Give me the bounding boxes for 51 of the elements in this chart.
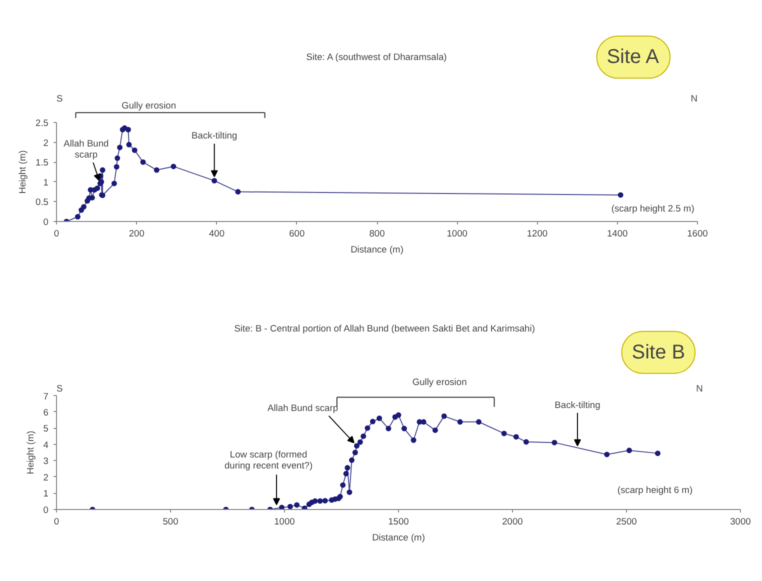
text: N: [696, 383, 703, 394]
x-tick-label: 0: [54, 228, 60, 238]
y-tick-label: 0: [43, 217, 49, 227]
x-axis-title: Distance (m): [350, 244, 404, 254]
y-tick-label: 7: [43, 392, 49, 402]
text: S: [56, 383, 63, 394]
annotation: Back-tilting: [554, 400, 600, 410]
text: S: [56, 93, 63, 104]
y-tick-label: 0.5: [36, 197, 48, 208]
annotation: Allah Bund scarp: [268, 402, 338, 413]
x-tick-label: 1000: [274, 516, 295, 526]
x-tick-label: 600: [289, 228, 305, 238]
x-tick-label: 3000: [730, 516, 751, 526]
x-tick-label: 1400: [607, 228, 628, 238]
y-tick-label: 2: [43, 472, 49, 482]
y-tick-label: 0: [43, 505, 49, 515]
chart-title: Site: A (southwest of Dharamsala): [306, 52, 447, 62]
x-tick-label: 0: [54, 516, 60, 526]
y-tick-label: 2.5: [36, 118, 48, 128]
x-tick-label: 200: [128, 228, 144, 238]
y-axis-title: Height (m): [25, 430, 36, 474]
x-tick-label: 1000: [446, 228, 468, 238]
x-tick-label: 1600: [687, 228, 708, 238]
annotation: Low scarp (formed during recent event?): [224, 450, 313, 471]
x-tick-label: 2000: [502, 516, 523, 526]
text: N: [690, 93, 698, 104]
annotation: Allah Bund scarp: [64, 138, 109, 160]
annotation: (scarp height 2.5 m): [611, 204, 694, 214]
x-axis-title: Distance (m): [372, 532, 425, 542]
y-axis-title: Height (m): [18, 150, 28, 194]
chart-title: Site: B - Central portion of Allah Bund (between Sakti Bet and Karimsahi): [234, 324, 535, 334]
x-tick-label: 400: [208, 228, 225, 238]
y-tick-label: 5: [43, 424, 49, 434]
x-tick-label: 1200: [526, 228, 548, 238]
text: Gully erosion: [122, 100, 176, 111]
y-tick-label: 4: [43, 440, 49, 450]
y-tick-label: 1: [43, 177, 49, 188]
annotation: (scarp height 6 m): [617, 485, 693, 496]
y-tick-label: 3: [43, 456, 49, 466]
y-tick-label: 1.5: [36, 158, 48, 168]
text: Site B: [632, 341, 686, 364]
y-tick-label: 1: [43, 488, 49, 499]
x-tick-label: 2500: [616, 516, 637, 526]
x-tick-label: 1500: [388, 516, 409, 526]
y-tick-label: 6: [43, 407, 49, 418]
x-tick-label: 500: [162, 516, 178, 526]
text: Site A: [606, 46, 660, 68]
annotation: Back-tilting: [192, 130, 238, 141]
y-tick-label: 2: [43, 138, 49, 148]
text: Gully erosion: [412, 377, 467, 388]
x-tick-label: 800: [369, 228, 385, 238]
